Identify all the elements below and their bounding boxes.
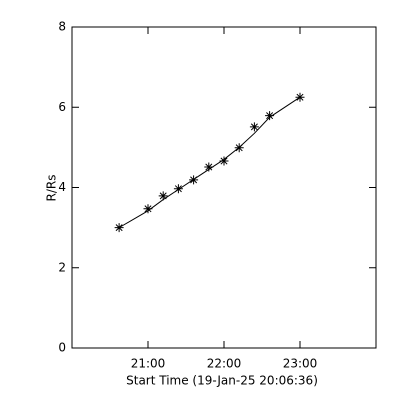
plot-frame [71,26,377,349]
fit-line [118,96,301,229]
data-point [265,111,275,121]
data-point [219,156,229,166]
y-tick-label: 2 [58,260,66,274]
x-tick-label: 23:00 [283,357,318,371]
data-point [249,122,259,132]
x-tick-label: 22:00 [207,357,242,371]
y-axis-label: R/Rs [45,175,59,202]
data-point [143,204,153,214]
y-tick-label: 6 [58,100,66,114]
data-point [173,184,183,194]
data-point [204,162,214,172]
x-tick-label: 21:00 [131,357,166,371]
y-tick-label: 0 [58,341,66,355]
y-tick-label: 4 [58,180,66,194]
data-point [158,191,168,201]
x-axis-label: Start Time (19-Jan-25 20:06:36) [126,374,318,388]
y-tick-label: 8 [58,20,66,34]
